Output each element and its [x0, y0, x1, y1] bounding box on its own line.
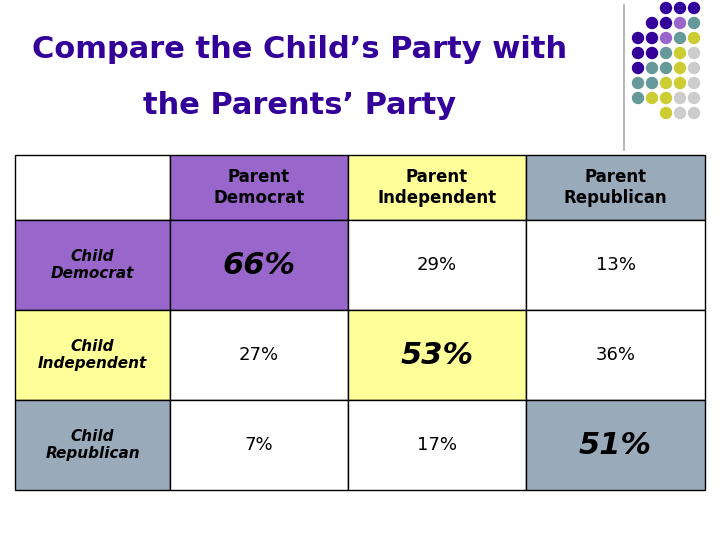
Ellipse shape	[688, 78, 700, 89]
Text: the Parents’ Party: the Parents’ Party	[143, 91, 456, 119]
Ellipse shape	[675, 32, 685, 44]
Ellipse shape	[632, 78, 644, 89]
Ellipse shape	[632, 63, 644, 73]
Ellipse shape	[647, 78, 657, 89]
Bar	[526, 155, 705, 220]
Bar	[170, 310, 348, 400]
Ellipse shape	[660, 107, 672, 118]
Text: Parent
Independent: Parent Independent	[377, 168, 497, 207]
Text: 27%: 27%	[239, 346, 279, 364]
Text: 7%: 7%	[245, 436, 274, 454]
Text: Child
Republican: Child Republican	[45, 429, 140, 461]
Ellipse shape	[647, 63, 657, 73]
Ellipse shape	[675, 3, 685, 14]
Text: 51%: 51%	[579, 430, 652, 460]
Bar	[15, 310, 170, 400]
Ellipse shape	[660, 78, 672, 89]
Bar	[170, 155, 348, 220]
Text: 53%: 53%	[400, 341, 474, 369]
Ellipse shape	[688, 3, 700, 14]
Ellipse shape	[675, 63, 685, 73]
Ellipse shape	[675, 107, 685, 118]
Bar	[15, 155, 170, 220]
Ellipse shape	[675, 17, 685, 29]
Bar	[526, 400, 705, 490]
Bar	[15, 400, 170, 490]
Bar	[348, 310, 526, 400]
Text: 13%: 13%	[595, 256, 636, 274]
Ellipse shape	[688, 32, 700, 44]
Ellipse shape	[688, 92, 700, 104]
Text: 17%: 17%	[417, 436, 457, 454]
Ellipse shape	[647, 48, 657, 58]
Ellipse shape	[647, 92, 657, 104]
Ellipse shape	[675, 48, 685, 58]
Text: Parent
Democrat: Parent Democrat	[213, 168, 305, 207]
Ellipse shape	[660, 32, 672, 44]
Bar	[526, 310, 705, 400]
Text: 29%: 29%	[417, 256, 457, 274]
Bar	[170, 220, 348, 310]
Ellipse shape	[688, 107, 700, 118]
Bar	[348, 400, 526, 490]
Ellipse shape	[688, 17, 700, 29]
Ellipse shape	[660, 3, 672, 14]
Text: 36%: 36%	[595, 346, 636, 364]
Text: Child
Independent: Child Independent	[38, 339, 147, 371]
Ellipse shape	[660, 63, 672, 73]
Ellipse shape	[660, 17, 672, 29]
Bar	[348, 155, 526, 220]
Ellipse shape	[675, 92, 685, 104]
Text: Parent
Republican: Parent Republican	[564, 168, 667, 207]
Bar	[15, 220, 170, 310]
Text: Compare the Child’s Party with: Compare the Child’s Party with	[32, 36, 567, 64]
Ellipse shape	[632, 48, 644, 58]
Ellipse shape	[647, 17, 657, 29]
Bar	[170, 400, 348, 490]
Ellipse shape	[688, 63, 700, 73]
Bar	[526, 220, 705, 310]
Ellipse shape	[675, 78, 685, 89]
Ellipse shape	[660, 48, 672, 58]
Ellipse shape	[632, 92, 644, 104]
Ellipse shape	[647, 32, 657, 44]
Bar	[348, 220, 526, 310]
Ellipse shape	[632, 32, 644, 44]
Ellipse shape	[688, 48, 700, 58]
Text: Child
Democrat: Child Democrat	[51, 249, 134, 281]
Text: 66%: 66%	[222, 251, 295, 280]
Ellipse shape	[660, 92, 672, 104]
